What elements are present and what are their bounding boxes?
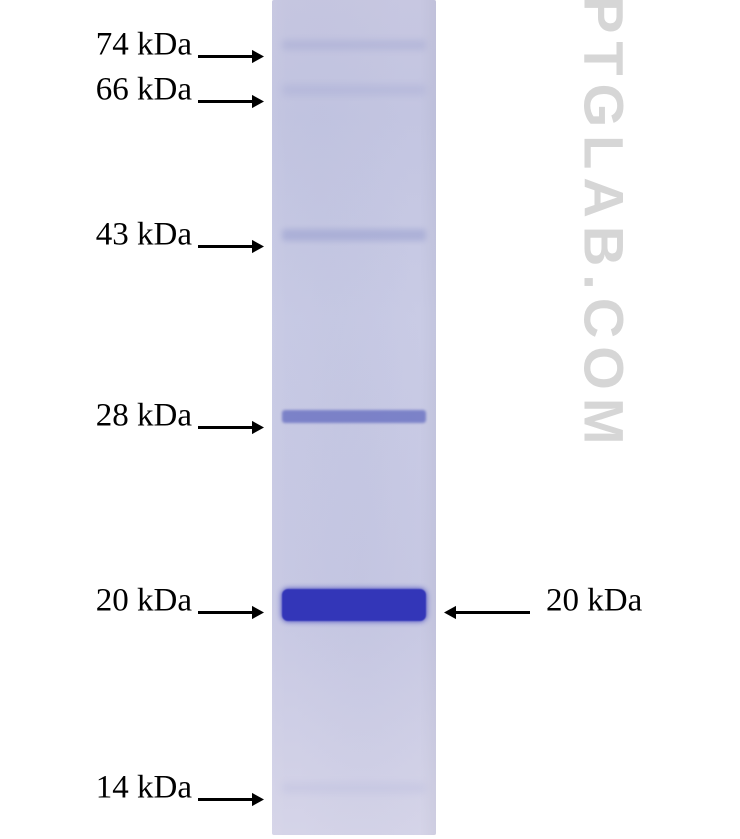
left-marker-label: 20 kDa xyxy=(96,585,192,618)
left-marker-label: 74 kDa xyxy=(96,29,192,62)
band-43 xyxy=(282,229,426,241)
band-28 xyxy=(282,410,426,423)
watermark-text: WWW.PTGLAB.COM xyxy=(571,0,636,453)
arrow-right-icon xyxy=(198,45,264,46)
left-marker-label: 66 kDa xyxy=(96,74,192,107)
left-marker-label: 43 kDa xyxy=(96,219,192,252)
arrow-right-icon xyxy=(198,788,264,789)
band-74 xyxy=(282,40,426,50)
band-14 xyxy=(282,783,426,793)
band-main-20 xyxy=(282,589,426,621)
blot-figure-canvas: WWW.PTGLAB.COM 74 kDa 66 kDa 43 kDa 28 k… xyxy=(0,0,740,839)
band-66 xyxy=(282,85,426,95)
arrow-right-icon xyxy=(198,416,264,417)
arrow-right-icon xyxy=(198,235,264,236)
left-marker-label: 14 kDa xyxy=(96,772,192,805)
left-marker-label: 28 kDa xyxy=(96,400,192,433)
arrow-left-icon xyxy=(444,601,530,602)
arrow-right-icon xyxy=(198,601,264,602)
arrow-right-icon xyxy=(198,90,264,91)
right-marker-label: 20 kDa xyxy=(546,585,642,618)
